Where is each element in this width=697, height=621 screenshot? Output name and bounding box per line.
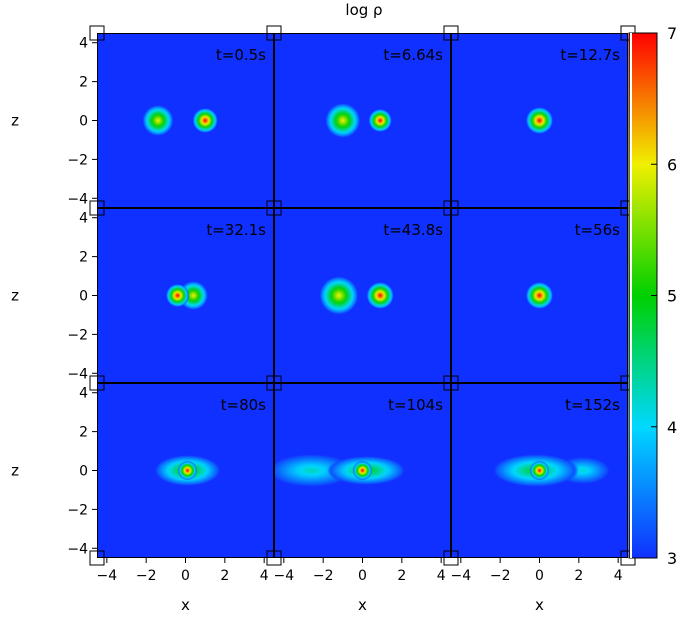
corner-mark [266,375,282,391]
x-tick-label: 2 [220,568,229,584]
panel-background [97,33,274,208]
colorbar: 3 4 5 6 7 [628,24,677,568]
y-tick-label: 2 [79,425,88,441]
panel-background [274,208,451,383]
colorbar-tick-label: 4 [667,418,677,437]
y-tick-label: −2 [67,152,88,168]
corner-mark [89,25,105,41]
x-tick-label: −2 [313,568,334,584]
panel-frame [274,383,451,558]
density-blob [525,281,554,310]
panel-frame [451,383,628,558]
y-tick-label: −4 [67,541,88,557]
x-tick-label: 0 [181,568,190,584]
density-blob [368,108,392,133]
x-axis-label: x [358,596,367,614]
corner-mark [266,550,282,566]
panel-3: t=12.7s [443,25,636,216]
x-tick-label: −2 [490,568,511,584]
y-tick-label: −4 [67,366,88,382]
time-label: t=80s [221,396,267,414]
x-tick-label: −4 [97,568,118,584]
corner-mark [443,375,459,391]
y-tick-label: −4 [67,191,88,207]
corner-mark [443,200,459,216]
panel-7: t=80s 4 2 0 −2 −4 −4 −2 0 2 4 x z [11,375,282,614]
density-blob [525,106,554,135]
x-tick-label: −4 [451,568,472,584]
panel-frame [274,208,451,383]
x-tick-label: 4 [614,568,623,584]
y-tick-label: 4 [79,386,88,402]
time-label: t=12.7s [560,46,620,64]
panel-frame [97,208,274,383]
corner-mark [266,25,282,41]
y-tick-label: 2 [79,75,88,91]
panel-frame [97,383,274,558]
corner-mark [266,200,282,216]
panel-2: t=6.64s [266,25,459,216]
y-tick-label: 0 [79,289,88,305]
y-axis-label: z [11,462,19,480]
panel-8: t=104s −4 −2 0 2 4 x [266,375,459,614]
x-axis-label: x [535,596,544,614]
colorbar-tick-label: 3 [667,549,677,568]
density-blob [165,283,190,308]
panel-1: t=0.5s 4 2 0 −2 −4 z [11,25,282,216]
panel-frame [451,208,628,383]
x-tick-label: 2 [397,568,406,584]
time-label: t=6.64s [383,46,443,64]
corner-mark [443,550,459,566]
time-label: t=43.8s [383,221,443,239]
x-tick-label: −4 [274,568,295,584]
corner-mark [89,375,105,391]
y-tick-label: −2 [67,327,88,343]
time-label: t=104s [388,396,443,414]
time-label: t=56s [575,221,621,239]
corner-mark [89,200,105,216]
density-blob [325,103,361,138]
panel-9: t=152s −4 −2 0 2 4 x [443,375,636,614]
panel-frame [274,33,451,208]
density-blob [352,460,373,481]
density-blob [177,460,198,481]
y-tick-label: −2 [67,502,88,518]
panel-grid: t=0.5s 4 2 0 −2 −4 z t=6.64s t=12.7s t=32.1s 4 2 0 −2… [11,25,636,614]
colorbar-tick-label: 5 [667,287,677,306]
time-label: t=32.1s [206,221,266,239]
panel-frame [451,33,628,208]
panel-background [274,33,451,208]
x-tick-label: 2 [574,568,583,584]
density-blob [319,276,359,315]
colorbar-tick-label: 6 [667,155,677,174]
y-axis-label: z [11,112,19,130]
x-tick-label: 4 [437,568,446,584]
density-blob [529,460,550,481]
x-tick-label: 0 [358,568,367,584]
colorbar-tick-label: 7 [667,24,677,43]
x-tick-label: 4 [260,568,269,584]
y-tick-label: 0 [79,464,88,480]
y-axis-label: z [11,287,19,305]
panel-frame [97,33,274,208]
density-blob [142,104,174,137]
x-tick-label: 0 [535,568,544,584]
panel-4: t=32.1s 4 2 0 −2 −4 z [11,200,282,391]
time-label: t=152s [565,396,620,414]
panel-5: t=43.8s [266,200,459,391]
corner-mark [89,550,105,566]
y-tick-label: 2 [79,250,88,266]
figure-title: log ρ [345,1,382,19]
y-tick-label: 0 [79,114,88,130]
y-tick-label: 4 [79,211,88,227]
x-axis-label: x [181,596,190,614]
x-tick-label: −2 [136,568,157,584]
y-tick-label: 4 [79,36,88,52]
density-blob [192,107,218,134]
density-blob [366,281,394,310]
time-label: t=0.5s [216,46,266,64]
corner-mark [443,25,459,41]
panel-6: t=56s [443,200,636,391]
